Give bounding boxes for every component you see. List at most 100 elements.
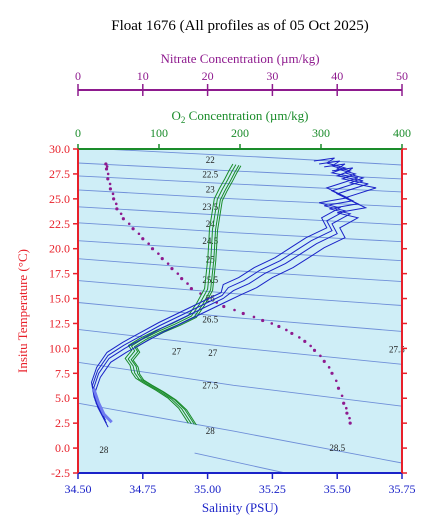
density-contours: 2222.52323.52424.52525.52626.52727.52828… [77, 148, 405, 474]
nitrate-point [170, 267, 174, 271]
salinity-line [93, 163, 369, 424]
isopycnal-label: 28 [206, 426, 216, 436]
isopycnal-line [77, 402, 403, 464]
temperature-tick-label: 10.0 [49, 341, 70, 355]
nitrate-point [345, 406, 348, 410]
isopycnal-label: 25.5 [202, 275, 218, 285]
isopycnal-label: 22 [206, 155, 215, 165]
nitrate-point [121, 217, 125, 221]
isopycnal-line [77, 328, 403, 365]
salinity-tick-label: 35.00 [194, 482, 221, 496]
oxygen-axis-label: O2 Concentration (µm/kg) [172, 108, 309, 125]
temperature-axis: Insitu Temperature (°C) -2.5 0.0 2.5 5.0 7.5… [15, 142, 407, 480]
nitrate-point [147, 242, 150, 246]
temperature-tick-label: 12.5 [49, 316, 70, 330]
isopycnal-line [77, 258, 403, 283]
oxygen-axis-label-rest: Concentration (µm/kg) [185, 108, 308, 123]
isopycnal-line [77, 189, 403, 208]
nitrate-point [340, 394, 344, 398]
nitrate-point [180, 277, 184, 281]
nitrate-point [141, 237, 145, 241]
nitrate-point [261, 318, 265, 323]
oxygen-tick-label: 100 [150, 126, 168, 140]
isopycnal-label: 27 [172, 346, 182, 356]
nitrate-point [322, 359, 326, 363]
salinity-tick-label: 34.75 [129, 482, 156, 496]
isopycnal-label: 27.5 [389, 344, 405, 354]
oxygen-line [132, 165, 242, 426]
nitrate-point [189, 286, 193, 291]
nitrate-point [131, 227, 135, 231]
plot-background [78, 149, 402, 473]
nitrate-point [222, 304, 226, 309]
oxygen-axis-label-o: O [172, 108, 181, 123]
nitrate-point [309, 344, 312, 348]
salinity-profile [90, 157, 377, 428]
temperature-tick-label: 27.5 [49, 167, 70, 181]
oxygen-line [127, 164, 237, 425]
temperature-tick-label: 7.5 [55, 366, 70, 380]
isopycnal-line [194, 452, 286, 474]
oxygen-axis: O2 Concentration (µm/kg) 0 100 200 300 400 [75, 108, 411, 149]
nitrate-tick-label: 20 [202, 69, 214, 83]
isopycnal-line [77, 280, 403, 306]
isopycnal-line [103, 148, 403, 166]
temperature-tick-label: 0.0 [55, 441, 70, 455]
nitrate-point [298, 336, 301, 339]
nitrate-point [108, 182, 112, 186]
nitrate-point [345, 411, 349, 415]
temperature-tick-label: 5.0 [55, 391, 70, 405]
nitrate-point [112, 197, 116, 201]
temperature-axis-label: Insitu Temperature (°C) [15, 249, 30, 373]
nitrate-point [176, 272, 180, 275]
nitrate-points [104, 162, 352, 425]
isopycnal-line [77, 302, 403, 332]
nitrate-point [270, 322, 274, 325]
nitrate-point [319, 354, 322, 358]
isopycnal-label: 28 [99, 445, 109, 455]
salinity-tick-label: 35.50 [324, 482, 351, 496]
oxygen-tick-label: 0 [75, 126, 81, 140]
oxygen-tick-label: 300 [312, 126, 330, 140]
isopycnal-label: 27.5 [202, 380, 218, 390]
salinity-axis: Salinity (PSU) 34.50 34.75 35.00 35.25 35.50… [65, 473, 416, 515]
nitrate-point [119, 212, 123, 216]
nitrate-point [342, 401, 346, 405]
oxygen-axis-label-sub: 2 [181, 115, 186, 125]
isopycnal-label: 23.5 [202, 202, 218, 212]
temperature-tick-label: 17.5 [49, 267, 70, 281]
nitrate-point [150, 247, 155, 251]
salinity-line [90, 157, 359, 418]
nitrate-point [285, 328, 288, 332]
nitrate-point [111, 192, 115, 196]
nitrate-point [114, 202, 118, 206]
nitrate-point [312, 348, 317, 352]
salinity-axis-label: Salinity (PSU) [202, 500, 278, 515]
nitrate-point [277, 324, 281, 329]
nitrate-point [327, 366, 331, 369]
temperature-tick-label: 25.0 [49, 192, 70, 206]
isopycnal-line [77, 162, 403, 180]
nitrate-point [160, 257, 164, 261]
salinity-line [94, 167, 377, 428]
nitrate-point [127, 222, 131, 226]
nitrate-point [336, 386, 341, 390]
salinity-tick-label: 34.50 [65, 482, 92, 496]
nitrate-point [104, 162, 108, 166]
temperature-tick-label: 30.0 [49, 142, 70, 156]
nitrate-tick-label: 0 [75, 69, 81, 83]
nitrate-point [137, 232, 141, 236]
temperature-tick-label: 15.0 [49, 292, 70, 306]
nitrate-tick-label: 10 [137, 69, 149, 83]
isopycnal-line [77, 175, 403, 193]
nitrate-tick-label: 40 [331, 69, 343, 83]
temperature-tick-label: -2.5 [51, 466, 70, 480]
isopycnal-label: 22.5 [202, 169, 218, 179]
nitrate-point [108, 187, 112, 191]
salinity-tick-label: 35.75 [389, 482, 416, 496]
isopycnal-line [77, 361, 403, 407]
nitrate-tick-label: 30 [266, 69, 278, 83]
nitrate-point [290, 331, 294, 336]
nitrate-point [115, 207, 119, 211]
isopycnal-label: 26.5 [202, 314, 218, 324]
